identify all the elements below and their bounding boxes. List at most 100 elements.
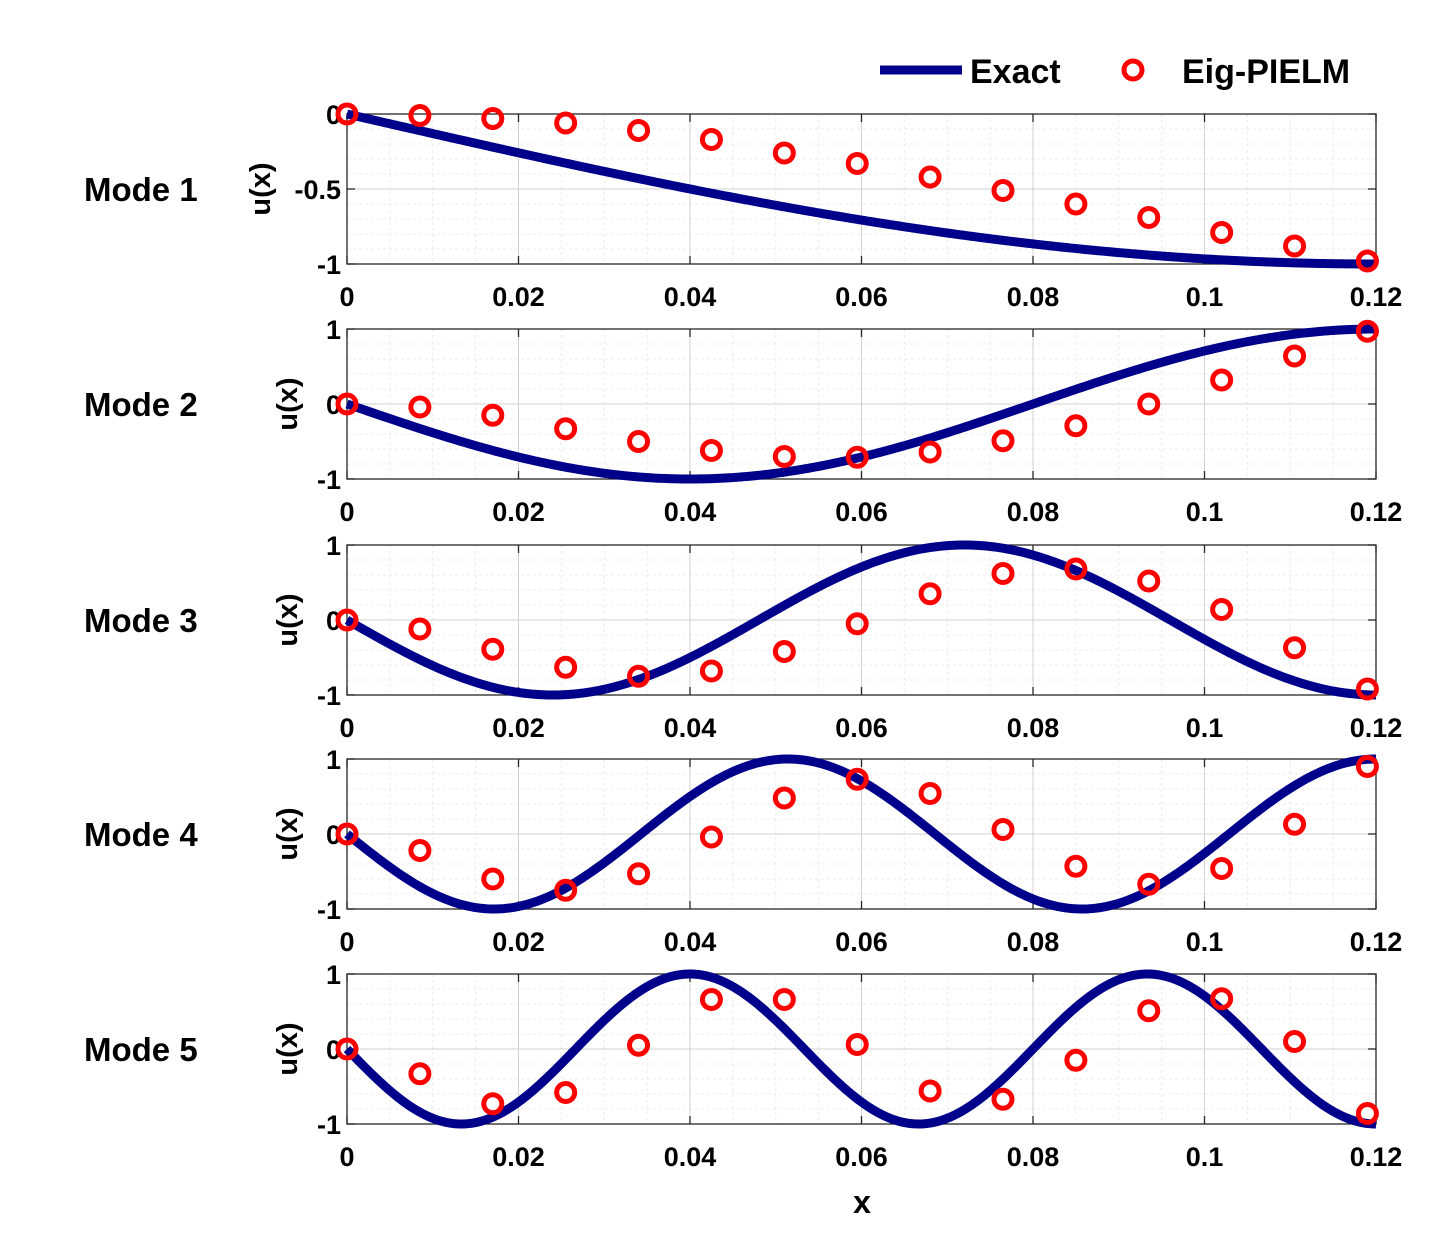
eig-pielm-point [627,119,651,142]
eig-pielm-point [845,152,869,175]
eig-pielm-point [699,988,723,1011]
eig-pielm-point [627,430,651,453]
eig-pielm-point [481,867,505,891]
x-tick-label: 0 [339,497,354,527]
x-tick-label: 0.02 [492,927,545,957]
y-tick-label: -1 [317,895,341,925]
x-tick-label: 0.08 [1007,927,1060,957]
mode-label: Mode 5 [84,1031,198,1068]
eig-pielm-point [1210,221,1234,244]
eig-pielm-point [1355,755,1379,778]
eig-pielm-point [1064,854,1088,878]
eig-pielm-point [1210,987,1234,1011]
x-tick-label: 0.06 [835,713,888,743]
x-tick-label: 0.02 [492,1142,545,1172]
eig-pielm-point [1355,1102,1379,1125]
legend: Exact Eig-PIELM [880,53,1350,91]
eig-pielm-point [627,1033,651,1057]
x-tick-label: 0.1 [1186,927,1224,957]
exact-curve [344,754,1378,914]
x-tick-label: 0.06 [835,927,888,957]
eig-pielm-point [335,1037,359,1061]
eig-pielm-point [772,786,796,810]
eig-pielm-point [1283,636,1307,660]
y-tick-label: -1 [317,250,341,280]
eig-pielm-point [1210,857,1234,880]
eig-pielm-point [1283,812,1307,836]
eig-pielm-point [481,637,505,661]
eig-pielm-point [408,1062,432,1086]
y-tick-label: -1 [317,681,341,711]
eig-pielm-point [1137,999,1161,1023]
eig-pielm-point [1283,1030,1307,1053]
x-tick-label: 0.12 [1350,1142,1403,1172]
x-axis-label: x [853,1184,871,1220]
x-tick-label: 0.04 [664,713,717,743]
x-tick-label: 0.06 [835,1142,888,1172]
y-tick-label: 0 [326,1035,341,1065]
x-tick-label: 0.06 [835,497,888,527]
y-tick-label: -1 [317,1110,341,1140]
subplot-mode-1: 0 0.02 0.04 0.06 0.08 0.1 0.12 -1 -0.5 0 u(x) Mode … [84,100,1402,312]
subplot-stack: 0 0.02 0.04 0.06 0.08 0.1 0.12 -1 -0.5 0 u(x) Mode … [84,100,1402,1172]
eig-pielm-point [1283,344,1307,368]
eig-pielm-point [627,664,651,688]
x-tick-label: 0.1 [1186,713,1224,743]
eig-pielm-point [699,128,723,151]
eig-pielm-point [627,862,651,886]
x-tick-label: 0.02 [492,282,545,312]
y-tick-label: 1 [326,745,341,775]
y-axis-label: u(x) [272,377,304,430]
eig-pielm-point [481,1092,505,1116]
eig-pielm-point [335,608,359,632]
y-axis-label: u(x) [272,593,304,646]
eig-pielm-point [1355,319,1379,343]
exact-curve [343,969,1378,1129]
eig-pielm-point [991,1087,1015,1111]
eig-pielm-point [772,640,796,663]
legend-eig-label: Eig-PIELM [1182,53,1350,91]
eig-pielm-point [772,445,796,468]
x-tick-label: 0 [339,713,354,743]
eig-pielm-point [554,111,578,135]
eig-pielm-point [408,617,432,641]
y-axis-label: u(x) [272,807,304,860]
x-tick-label: 0 [339,1142,354,1172]
mode-label: Mode 4 [84,816,198,853]
eig-pielm-point [1137,872,1161,896]
x-tick-label: 0.12 [1350,713,1403,743]
eig-pielm-point [481,107,505,130]
eig-pielm-point [1355,677,1379,701]
x-tick-label: 0.12 [1350,497,1403,527]
x-tick-label: 0.08 [1007,497,1060,527]
y-tick-label: 1 [326,960,341,990]
eig-pielm-point [481,403,505,427]
y-tick-label: 0 [326,820,341,850]
x-tick-label: 0.04 [664,497,717,527]
eig-pielm-point [845,612,869,636]
eig-pielm-point [918,1079,942,1103]
x-tick-label: 0.08 [1007,1142,1060,1172]
y-tick-label: 1 [326,531,341,561]
eig-pielm-point [918,582,942,606]
eig-pielm-point [1064,1048,1088,1072]
x-tick-label: 0.04 [664,1142,717,1172]
x-tick-label: 0 [339,282,354,312]
legend-eig-marker [1121,58,1145,82]
eig-pielm-point [1210,368,1234,392]
eig-pielm-point [991,429,1015,453]
eig-pielm-point [554,1081,578,1104]
eig-pielm-point [1137,392,1161,416]
y-axis-label: u(x) [272,1022,304,1075]
eig-pielm-point [845,1033,869,1056]
eig-pielm-point [1137,206,1161,229]
eig-pielm-point [699,439,723,462]
x-tick-label: 0.06 [835,282,888,312]
eig-pielm-point [1064,192,1088,216]
eig-pielm-point [772,141,796,165]
eig-pielm-point [991,179,1015,202]
x-tick-label: 0.12 [1350,282,1403,312]
